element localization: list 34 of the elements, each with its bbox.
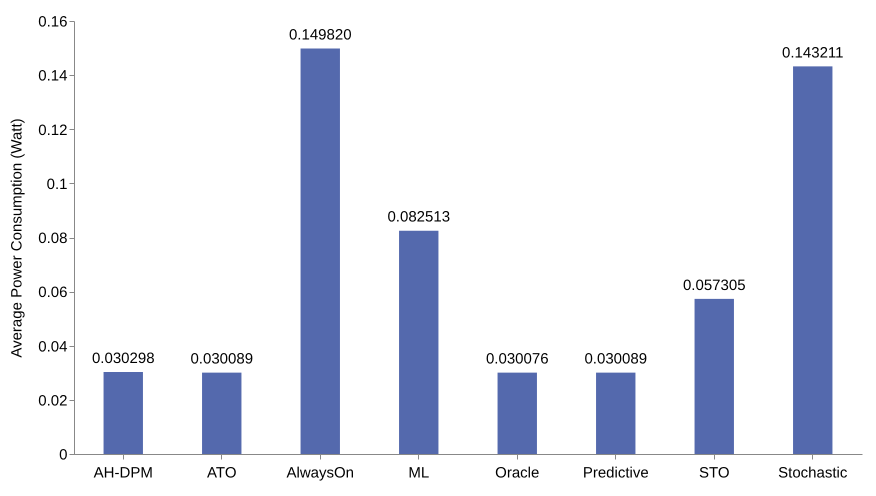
data-label: 0.082513 bbox=[387, 208, 450, 226]
y-tick-label: 0.14 bbox=[38, 68, 68, 85]
y-tick-label: 0.16 bbox=[38, 14, 68, 30]
x-tick-label: Predictive bbox=[582, 464, 649, 482]
bar bbox=[300, 48, 340, 454]
y-tick-label: 0.08 bbox=[38, 230, 68, 247]
bar bbox=[596, 372, 636, 454]
y-tick-label: 0.02 bbox=[38, 392, 68, 410]
x-tick-label: Stochastic bbox=[778, 464, 848, 482]
data-label: 0.030076 bbox=[486, 350, 549, 368]
data-label: 0.030089 bbox=[190, 350, 254, 368]
data-label: 0.057305 bbox=[682, 276, 746, 294]
bar bbox=[793, 66, 832, 454]
x-tick-label: AH-DPM bbox=[94, 464, 153, 482]
x-tick-label: AlwaysOn bbox=[286, 464, 354, 482]
y-tick-label: 0.12 bbox=[38, 122, 68, 139]
y-tick-label: 0.1 bbox=[46, 176, 68, 193]
y-tick-label: 0.06 bbox=[38, 284, 68, 302]
bar bbox=[399, 230, 438, 454]
bar bbox=[202, 372, 242, 454]
x-tick-label: Oracle bbox=[495, 464, 540, 482]
y-axis-title: Average Power Consumption (Watt) bbox=[8, 118, 26, 358]
x-tick-label: STO bbox=[698, 464, 730, 482]
bar bbox=[694, 298, 734, 454]
x-tick-label: ATO bbox=[207, 464, 236, 482]
bar bbox=[498, 372, 537, 454]
y-tick-label: 0.04 bbox=[38, 338, 68, 356]
data-label: 0.030089 bbox=[584, 350, 648, 368]
data-label: 0.030298 bbox=[92, 350, 155, 368]
y-tick-label: 0 bbox=[59, 446, 68, 464]
data-label: 0.143211 bbox=[782, 44, 844, 62]
data-label: 0.149820 bbox=[288, 26, 352, 44]
bar bbox=[104, 372, 143, 454]
x-tick-label: ML bbox=[408, 464, 430, 482]
